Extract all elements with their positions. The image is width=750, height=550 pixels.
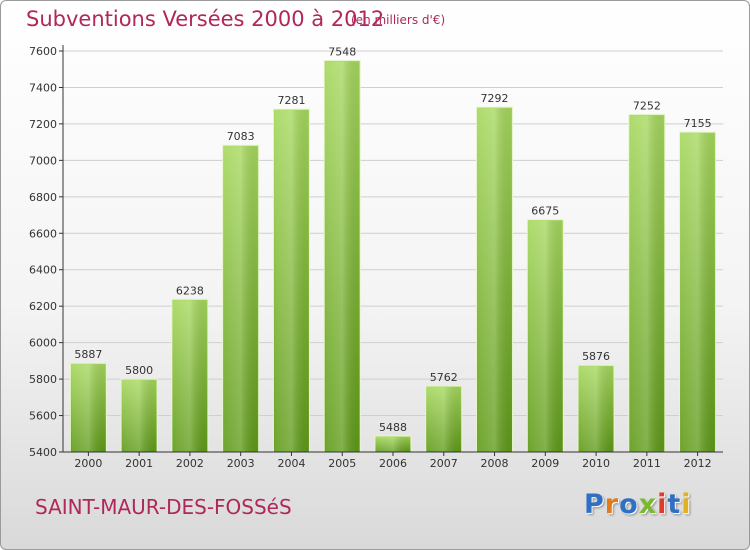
data-label: 5762 — [430, 371, 458, 384]
bar-sheen — [274, 110, 309, 453]
bar-sheen — [223, 146, 258, 453]
x-tick-label: 2008 — [481, 457, 509, 470]
x-tick-label: 2005 — [328, 457, 356, 470]
x-tick-label: 2011 — [633, 457, 661, 470]
data-label: 7083 — [227, 130, 255, 143]
bar-sheen — [477, 108, 512, 452]
data-label: 5887 — [74, 348, 102, 361]
x-tick-label: 2012 — [684, 457, 712, 470]
data-label: 5488 — [379, 421, 407, 434]
data-label: 7292 — [481, 92, 509, 105]
x-tick-label: 2009 — [531, 457, 559, 470]
logo-letter: i — [657, 489, 668, 520]
data-label: 6238 — [176, 284, 204, 297]
x-tick-label: 2007 — [430, 457, 458, 470]
data-label: 5876 — [582, 350, 610, 363]
x-tick-label: 2000 — [74, 457, 102, 470]
bar-sheen — [71, 364, 106, 452]
chart-unit-note: (en milliers d'€) — [351, 13, 446, 27]
logo-letter: i — [681, 489, 692, 520]
y-tick-label: 6200 — [29, 300, 57, 313]
x-tick-label: 2004 — [277, 457, 305, 470]
axes: 5400 5600 5800 6000 6200 6400 6600 6800 7000 7200… — [29, 45, 723, 470]
data-labels: 5887 5800 6238 7083 7281 7548 5488 5762 7292 6675… — [74, 45, 711, 433]
data-label: 7155 — [684, 117, 712, 130]
data-label: 7281 — [277, 94, 305, 107]
data-label: 7252 — [633, 99, 661, 112]
proxiti-logo[interactable]: Proxiti — [584, 489, 692, 520]
x-tick-label: 2010 — [582, 457, 610, 470]
y-tick-label: 6800 — [29, 191, 57, 204]
y-tick-label: 6000 — [29, 337, 57, 350]
y-tick-label: 5800 — [29, 373, 57, 386]
y-tick-label: 5400 — [29, 446, 57, 459]
x-tick-label: 2001 — [125, 457, 153, 470]
grid-lines — [63, 50, 723, 417]
bars — [69, 59, 717, 453]
data-label: 5800 — [125, 364, 153, 377]
bar-sheen — [122, 380, 157, 452]
x-tick-label: 2002 — [176, 457, 204, 470]
logo-letter: o — [619, 489, 639, 520]
logo-letter: t — [667, 489, 682, 520]
logo-letter: r — [604, 489, 620, 520]
chart-title: Subventions Versées 2000 à 2012 — [26, 7, 385, 31]
y-tick-label: 7000 — [29, 154, 57, 167]
y-tick-label: 7400 — [29, 81, 57, 94]
y-tick-label: 5600 — [29, 410, 57, 423]
bar-sheen — [528, 220, 563, 452]
bar-sheen — [172, 300, 207, 452]
x-tick-label: 2006 — [379, 457, 407, 470]
bar-sheen — [579, 366, 614, 452]
data-label: 7548 — [328, 45, 356, 58]
bar-sheen — [426, 387, 461, 452]
commune-name: SAINT-MAUR-DES-FOSSéS — [35, 495, 292, 519]
y-tick-label: 6600 — [29, 227, 57, 240]
logo-letter: P — [584, 489, 605, 520]
bar-sheen — [629, 115, 664, 452]
y-tick-label: 6400 — [29, 264, 57, 277]
y-tick-label: 7600 — [29, 45, 57, 58]
logo-letter: x — [638, 489, 658, 520]
bar-sheen — [376, 436, 410, 452]
x-tick-label: 2003 — [227, 457, 255, 470]
bar-sheen — [680, 133, 715, 452]
bar-sheen — [325, 61, 360, 452]
y-tick-label: 7200 — [29, 118, 57, 131]
data-label: 6675 — [531, 205, 559, 218]
